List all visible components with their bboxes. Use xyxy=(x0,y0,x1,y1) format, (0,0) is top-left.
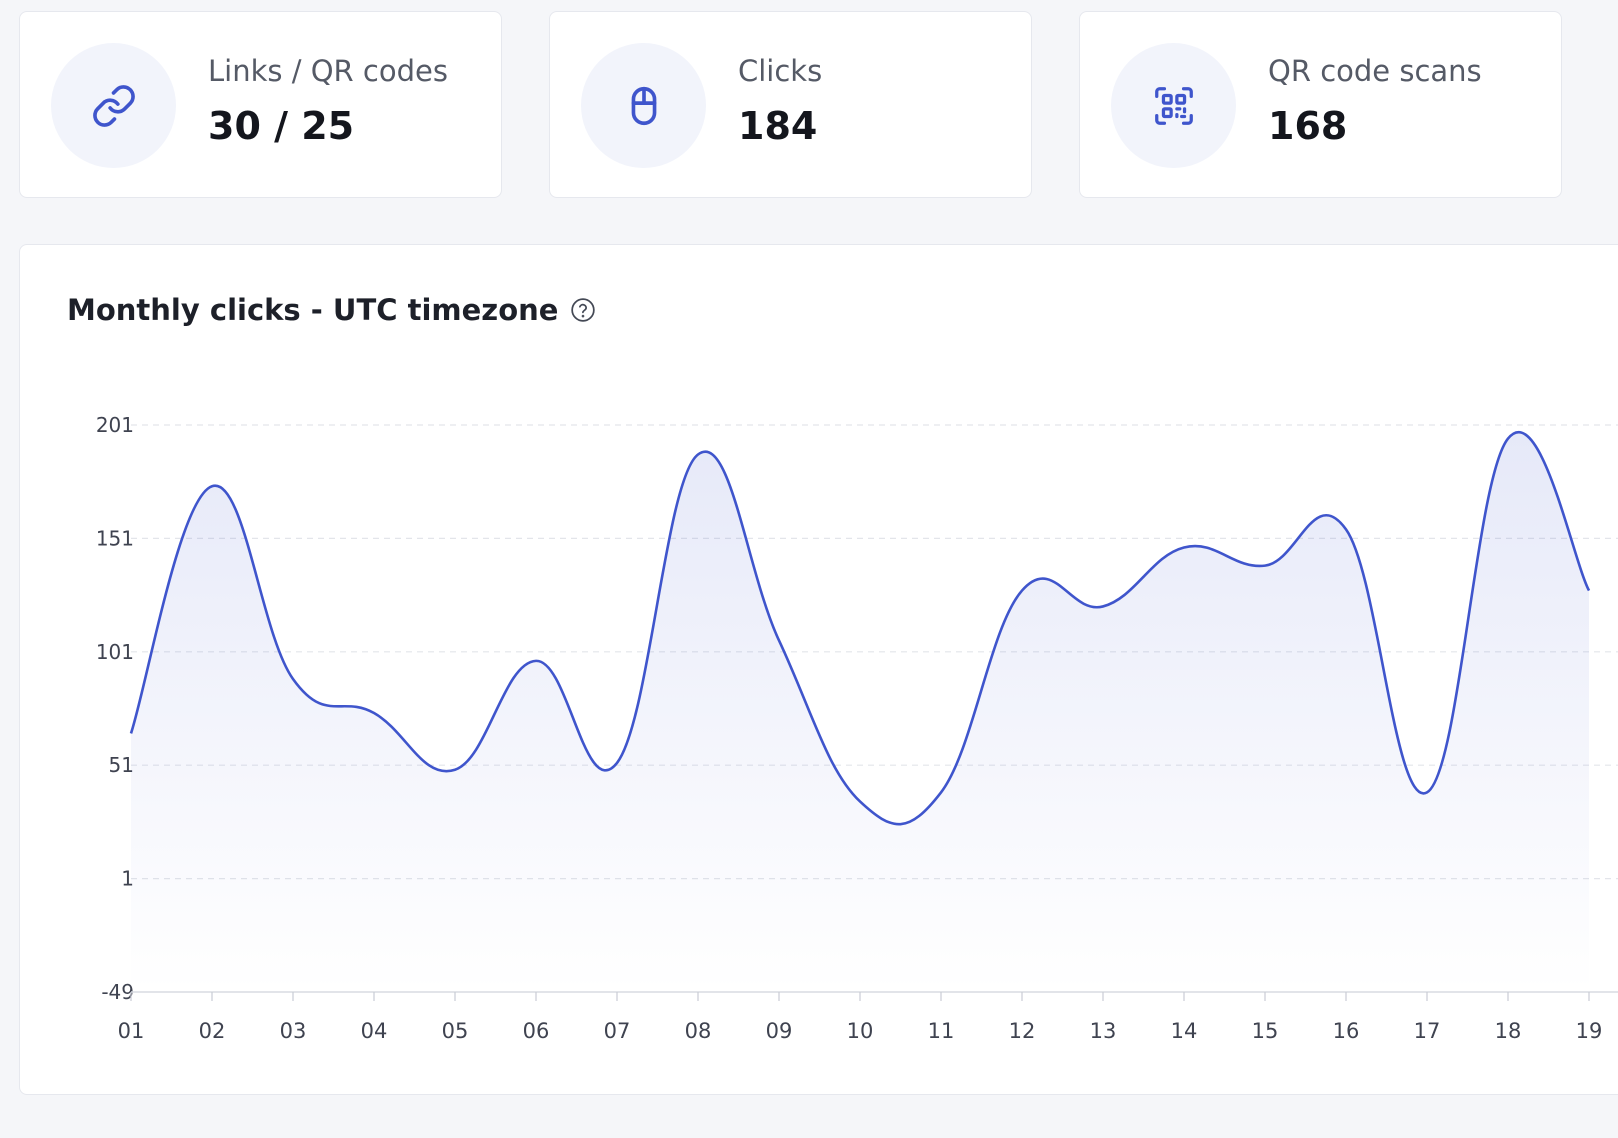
data-point xyxy=(1586,588,1592,594)
mouse-icon xyxy=(631,86,656,125)
x-tick-label: 07 xyxy=(604,1019,631,1043)
qr-code-icon xyxy=(1154,86,1193,125)
data-point xyxy=(452,767,458,773)
data-point xyxy=(1424,789,1430,795)
help-circle-icon[interactable] xyxy=(570,297,596,323)
y-tick-label: 51 xyxy=(109,753,134,777)
x-tick-label: 18 xyxy=(1495,1019,1522,1043)
qr-code-icon-wrap xyxy=(1111,43,1236,168)
x-tick-label: 13 xyxy=(1090,1019,1117,1043)
x-tick-label: 17 xyxy=(1414,1019,1441,1043)
chart-title: Monthly clicks - UTC timezone xyxy=(67,293,559,327)
y-tick-label: 201 xyxy=(96,413,134,437)
stat-label: Clicks xyxy=(738,54,823,88)
x-tick-label: 05 xyxy=(442,1019,469,1043)
stat-value: 30 / 25 xyxy=(208,104,355,148)
x-tick-label: 15 xyxy=(1252,1019,1279,1043)
data-point xyxy=(614,760,620,766)
stat-value: 184 xyxy=(738,104,818,148)
data-point xyxy=(533,658,539,664)
x-tick-label: 02 xyxy=(199,1019,226,1043)
data-point xyxy=(128,730,134,736)
stat-card-links: Links / QR codes 30 / 25 xyxy=(19,11,502,198)
x-tick-label: 10 xyxy=(847,1019,874,1043)
data-point xyxy=(1262,563,1268,569)
y-tick-label: 1 xyxy=(121,867,134,891)
x-tick-label: 09 xyxy=(766,1019,793,1043)
stat-label: QR code scans xyxy=(1268,54,1482,88)
data-point xyxy=(857,798,863,804)
x-tick-label: 03 xyxy=(280,1019,307,1043)
x-tick-label: 12 xyxy=(1009,1019,1036,1043)
area-fill xyxy=(131,432,1589,992)
y-tick-label: 151 xyxy=(96,526,134,550)
link-icon-wrap xyxy=(51,43,176,168)
data-point xyxy=(1019,588,1025,594)
data-point xyxy=(1100,603,1106,609)
y-tick-label: -49 xyxy=(101,980,134,1004)
link-icon xyxy=(92,84,135,127)
x-tick-label: 04 xyxy=(361,1019,388,1043)
mouse-icon-wrap xyxy=(581,43,706,168)
stat-card-clicks: Clicks 184 xyxy=(549,11,1032,198)
data-point xyxy=(1181,544,1187,550)
data-point xyxy=(371,710,377,716)
stat-card-qr-scans: QR code scans 168 xyxy=(1079,11,1562,198)
data-point xyxy=(1343,526,1349,532)
data-point xyxy=(209,483,215,489)
data-point xyxy=(695,451,701,457)
x-tick-label: 19 xyxy=(1576,1019,1603,1043)
x-tick-label: 11 xyxy=(928,1019,955,1043)
x-tick-label: 08 xyxy=(685,1019,712,1043)
data-point xyxy=(938,789,944,795)
x-tick-label: 06 xyxy=(523,1019,550,1043)
stat-label: Links / QR codes xyxy=(208,54,448,88)
x-tick-label: 01 xyxy=(118,1019,145,1043)
series-line xyxy=(129,431,1591,826)
data-point xyxy=(290,676,296,682)
stat-value: 168 xyxy=(1268,104,1348,148)
x-tick-label: 16 xyxy=(1333,1019,1360,1043)
y-tick-label: 101 xyxy=(96,640,134,664)
chart-title-row: Monthly clicks - UTC timezone xyxy=(67,293,596,327)
monthly-clicks-card: Monthly clicks - UTC timezone 201 151 101 5… xyxy=(19,244,1618,1095)
data-point xyxy=(1505,436,1511,442)
data-point xyxy=(776,637,782,643)
x-tick-label: 14 xyxy=(1171,1019,1198,1043)
